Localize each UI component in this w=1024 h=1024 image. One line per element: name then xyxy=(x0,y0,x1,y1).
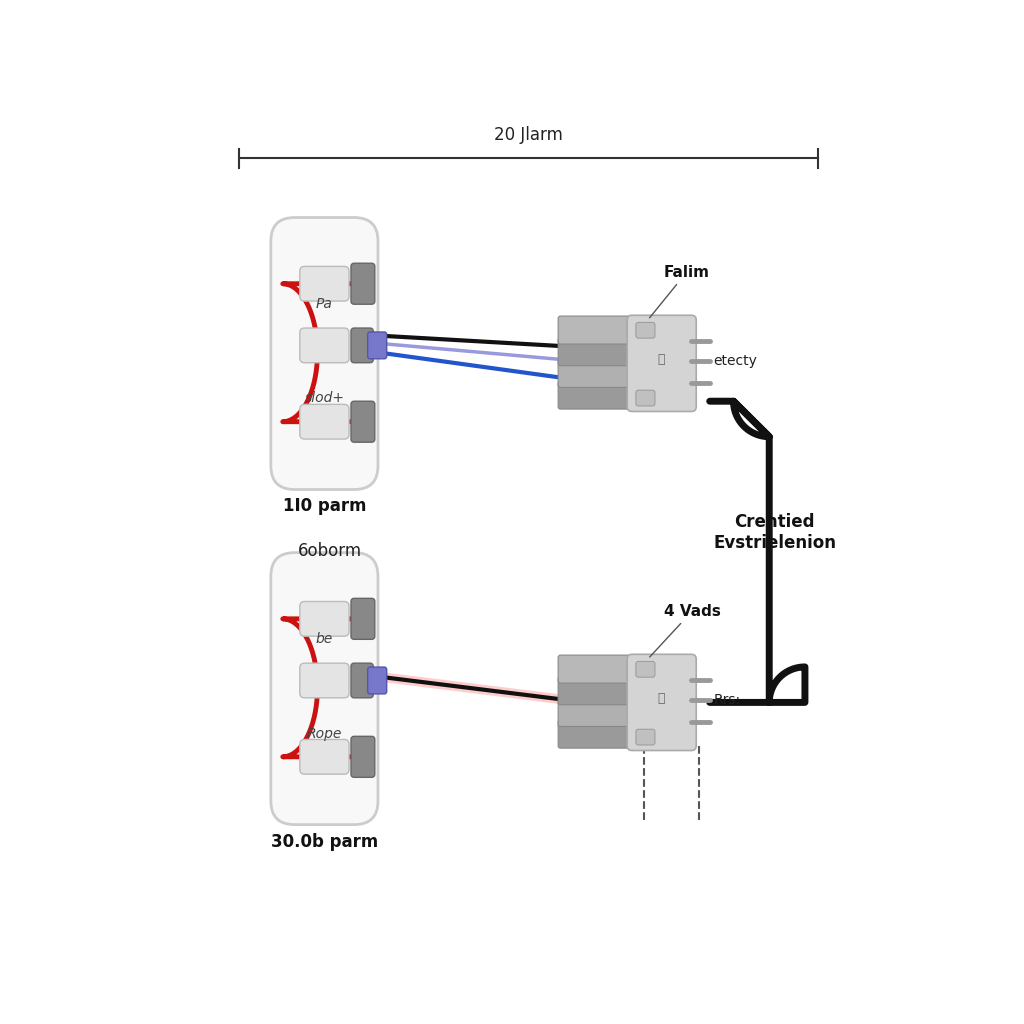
FancyBboxPatch shape xyxy=(270,217,378,489)
FancyBboxPatch shape xyxy=(558,338,634,366)
FancyBboxPatch shape xyxy=(558,316,634,344)
Text: 6oborm: 6oborm xyxy=(298,543,362,560)
FancyBboxPatch shape xyxy=(300,739,349,774)
Text: Rope: Rope xyxy=(307,727,342,740)
FancyBboxPatch shape xyxy=(351,598,375,639)
FancyBboxPatch shape xyxy=(368,332,387,358)
FancyBboxPatch shape xyxy=(351,736,375,777)
Text: 20 Jlarm: 20 Jlarm xyxy=(495,126,563,144)
Text: Rrs:: Rrs: xyxy=(714,693,740,707)
Text: slod+: slod+ xyxy=(304,391,344,406)
FancyBboxPatch shape xyxy=(558,359,634,387)
FancyBboxPatch shape xyxy=(627,315,696,412)
Text: Falim: Falim xyxy=(649,264,710,317)
FancyBboxPatch shape xyxy=(270,553,378,824)
FancyBboxPatch shape xyxy=(636,323,655,338)
FancyBboxPatch shape xyxy=(558,720,634,749)
FancyBboxPatch shape xyxy=(351,401,375,442)
FancyBboxPatch shape xyxy=(300,601,349,636)
Text: 4 Vads: 4 Vads xyxy=(649,604,721,657)
FancyBboxPatch shape xyxy=(558,655,634,683)
FancyBboxPatch shape xyxy=(368,667,387,694)
FancyBboxPatch shape xyxy=(351,263,375,304)
Text: 1I0 parm: 1I0 parm xyxy=(283,498,367,515)
FancyBboxPatch shape xyxy=(558,698,634,726)
FancyBboxPatch shape xyxy=(351,664,373,697)
FancyBboxPatch shape xyxy=(636,729,655,745)
Text: Pa: Pa xyxy=(316,297,333,311)
Text: 30.0b parm: 30.0b parm xyxy=(270,833,378,851)
Text: ⏻: ⏻ xyxy=(657,353,665,366)
FancyBboxPatch shape xyxy=(300,266,349,301)
FancyBboxPatch shape xyxy=(351,328,373,362)
Text: ⏻: ⏻ xyxy=(657,692,665,705)
Text: Crentied
Evstrielenion: Crentied Evstrielenion xyxy=(714,513,837,552)
FancyBboxPatch shape xyxy=(627,654,696,751)
FancyBboxPatch shape xyxy=(300,404,349,439)
Text: be: be xyxy=(315,632,333,646)
FancyBboxPatch shape xyxy=(558,677,634,705)
FancyBboxPatch shape xyxy=(558,381,634,410)
FancyBboxPatch shape xyxy=(300,664,349,697)
FancyBboxPatch shape xyxy=(636,390,655,406)
FancyBboxPatch shape xyxy=(300,328,349,362)
FancyBboxPatch shape xyxy=(636,662,655,677)
Text: etecty: etecty xyxy=(714,354,758,368)
